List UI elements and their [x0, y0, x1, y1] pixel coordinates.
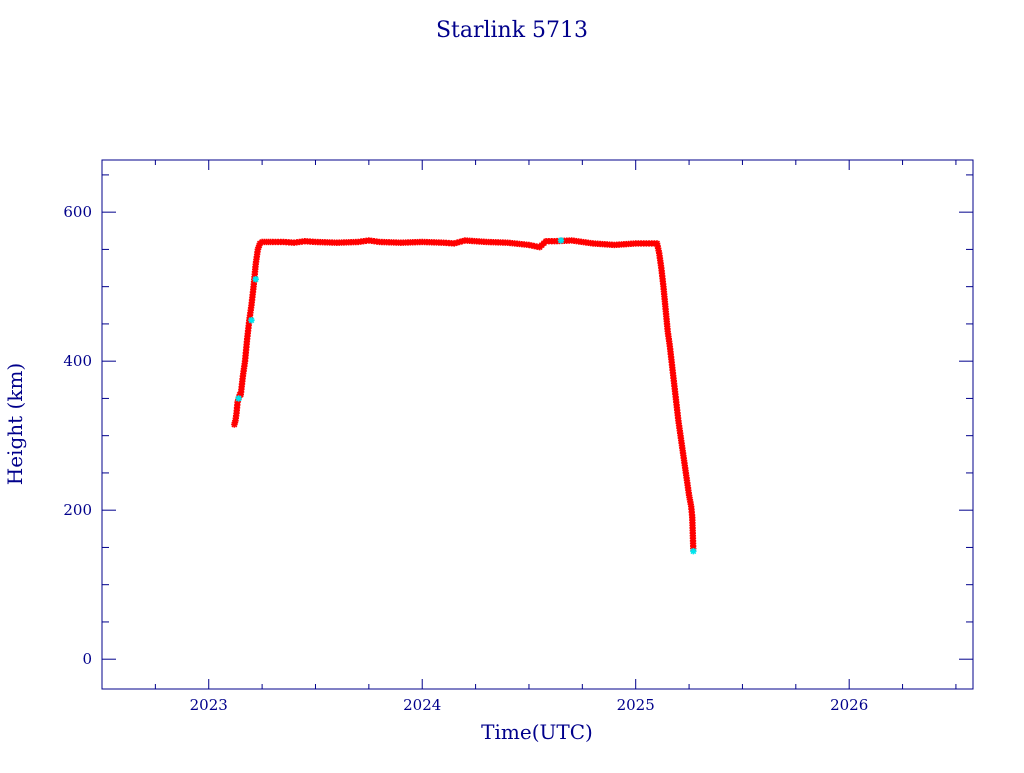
y-tick-label: 0 — [82, 650, 92, 668]
x-axis-ticks — [101, 160, 957, 689]
y-tick-label: 200 — [63, 501, 92, 519]
series-points — [231, 237, 697, 552]
y-axis-tick-labels: 0 200 400 600 — [63, 203, 92, 668]
y-axis-label: Height (km) — [3, 363, 27, 485]
plot-frame — [101, 159, 974, 690]
highlight-point-marker — [235, 395, 242, 402]
x-tick-label: 2025 — [617, 696, 655, 714]
series-line — [233, 239, 694, 552]
highlight-point-marker — [252, 276, 259, 283]
highlight-point-marker — [690, 547, 697, 555]
x-axis-label: Time(UTC) — [481, 720, 593, 744]
x-tick-label: 2023 — [190, 696, 228, 714]
highlight-points — [235, 237, 697, 555]
x-tick-label: 2026 — [830, 696, 868, 714]
x-tick-label: 2024 — [403, 696, 441, 714]
data-point-marker — [689, 514, 696, 521]
highlight-point-marker — [248, 316, 255, 324]
y-axis-ticks — [102, 174, 973, 660]
y-tick-label: 400 — [63, 352, 92, 370]
y-tick-label: 600 — [63, 203, 92, 221]
chart-title: Starlink 5713 — [436, 18, 588, 43]
x-axis-tick-labels: 2023 2024 2025 2026 — [190, 696, 869, 714]
highlight-point-marker — [557, 237, 565, 244]
